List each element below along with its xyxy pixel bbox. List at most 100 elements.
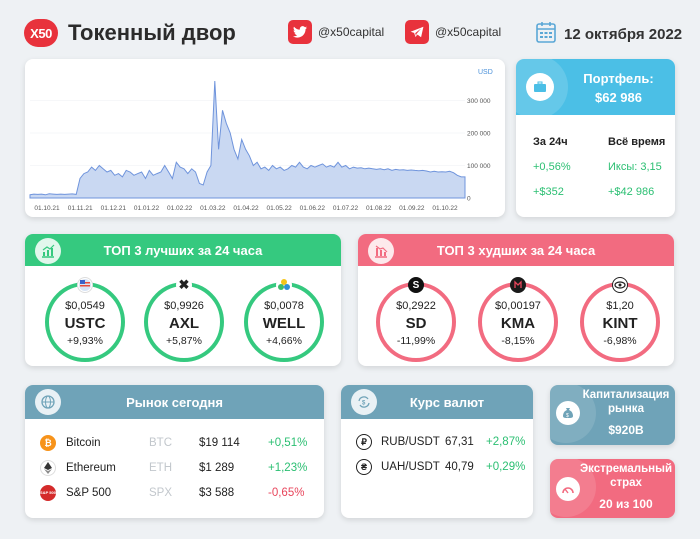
market-row-price: $1 289: [199, 462, 235, 474]
fx-card: $ Курс валют ₽ RUB/USDT 67,31 +2,87% ₴ U…: [341, 385, 533, 518]
hryvnia-icon: ₴: [356, 459, 372, 475]
gainer-2-ticker: AXL: [169, 314, 199, 332]
briefcase-icon: [526, 73, 554, 101]
top-gainers-title: ТОП 3 лучших за 24 часа: [103, 242, 263, 258]
loser-2-change: -8,15%: [501, 334, 535, 347]
loser-3[interactable]: $1,20 KINT -6,98%: [580, 282, 660, 362]
well-logo-icon: [276, 277, 292, 293]
gainer-1-price: $0,0549: [65, 299, 105, 312]
loser-3-change: -6,98%: [603, 334, 637, 347]
chart-area-series: [29, 80, 466, 199]
loser-1-price: $0,2922: [396, 299, 436, 312]
market-row-name: Bitcoin: [66, 437, 101, 449]
chart-y-tick: 200 000: [467, 131, 491, 138]
portfolio-title: Портфель:: [583, 71, 654, 86]
loser-1-ticker: SD: [405, 314, 427, 332]
fx-row-rate: 40,79: [445, 461, 474, 473]
market-row-ticker: BTC: [149, 437, 172, 449]
telegram-handle: @x50capital: [435, 25, 502, 39]
fx-title: Курс валют: [409, 394, 485, 410]
telegram-link[interactable]: @x50capital: [405, 20, 501, 44]
fx-row-uah[interactable]: ₴ UAH/USDT 40,79 +0,29%: [341, 457, 533, 477]
sd-logo-icon: S: [408, 277, 424, 293]
loser-3-price: $1,20: [606, 299, 634, 312]
twitter-link[interactable]: @x50capital: [288, 20, 384, 44]
gainer-1-change: +9,93%: [67, 334, 103, 347]
loser-3-ticker: KINT: [602, 314, 638, 332]
fx-row-rate: 67,31: [445, 436, 474, 448]
market-header: Рынок сегодня: [25, 385, 324, 419]
chart-x-tick: 01.10.21: [34, 205, 60, 212]
portfolio-chart: USD 300 000 200 000 100 000 0 01.10.21 01.11…: [29, 69, 493, 212]
date-block: 12 октября 2022: [536, 21, 682, 48]
gainer-1[interactable]: $0,0549 USTC +9,93%: [45, 282, 125, 362]
gainer-3-price: $0,0078: [264, 299, 304, 312]
market-row-ethereum[interactable]: Ethereum ETH $1 289 +1,23%: [25, 458, 324, 478]
brand-logo: X50: [24, 19, 58, 47]
top-gainers-card: ТОП 3 лучших за 24 часа $0,0549 USTC +9,…: [25, 234, 341, 366]
col-24h-header: За 24ч: [533, 136, 568, 148]
fx-row-pair: UAH/USDT: [381, 461, 440, 473]
top-gainers-header: ТОП 3 лучших за 24 часа: [25, 234, 341, 266]
kint-logo-icon: [612, 277, 628, 293]
sp500-logo-icon: S&P 500: [40, 485, 56, 501]
fx-row-rub[interactable]: ₽ RUB/USDT 67,31 +2,87%: [341, 432, 533, 452]
top-losers-card: ТОП 3 худших за 24 часа $0,2922 SD -11,9…: [358, 234, 674, 366]
loser-1[interactable]: $0,2922 SD -11,99%: [376, 282, 456, 362]
loser-2[interactable]: $0,00197 KMA -8,15%: [478, 282, 558, 362]
money-bag-icon: $: [556, 401, 580, 425]
loser-1-change: -11,99%: [396, 334, 436, 347]
page-title: Токенный двор: [68, 20, 236, 45]
loser-2-price: $0,00197: [495, 299, 541, 312]
fx-row-change: +0,29%: [486, 461, 526, 473]
market-row-price: $19 114: [199, 437, 240, 449]
chart-x-tick: 01.08.22: [366, 205, 392, 212]
chart-up-icon: [35, 238, 61, 264]
chart-x-tick: 01.03.22: [200, 205, 226, 212]
portfolio-card: Портфель: $62 986 За 24ч Всё время +0,56…: [516, 59, 675, 217]
portfolio-chart-card: USD 300 000 200 000 100 000 0 01.10.21 01.11…: [25, 59, 505, 217]
ustc-logo-icon: [77, 277, 93, 293]
market-row-ticker: ETH: [149, 462, 172, 474]
fx-header: $ Курс валют: [341, 385, 533, 419]
portfolio-value: $62 986: [595, 90, 642, 105]
ethereum-icon: [40, 460, 56, 476]
gainer-1-ticker: USTC: [64, 314, 106, 332]
gainer-2-change: +5,87%: [166, 334, 202, 347]
market-cap-card: $ Капитализация рынка $920B: [550, 385, 675, 445]
market-row-sp500[interactable]: S&P 500 S&P 500 SPX $3 588 -0,65%: [25, 483, 324, 503]
report-date: 12 октября 2022: [564, 26, 683, 43]
gainer-2-price: $0,9926: [164, 299, 204, 312]
ruble-icon: ₽: [356, 434, 372, 450]
col-alltime-header: Всё время: [608, 136, 666, 148]
market-cap-title: Капитализация рынка: [582, 389, 670, 415]
chart-y-tick: 100 000: [467, 163, 491, 170]
gainer-2[interactable]: $0,9926 AXL +5,87%: [144, 282, 224, 362]
market-title: Рынок сегодня: [126, 394, 223, 410]
market-row-change: +0,51%: [268, 437, 308, 449]
chart-x-tick: 01.12.21: [101, 205, 127, 212]
globe-icon: [35, 389, 61, 415]
svg-text:$: $: [362, 401, 366, 407]
twitter-handle: @x50capital: [318, 25, 385, 39]
market-row-bitcoin[interactable]: ₿ Bitcoin BTC $19 114 +0,51%: [25, 433, 324, 453]
fear-greed-value: 20 из 100: [599, 497, 653, 511]
market-row-name: Ethereum: [66, 462, 116, 474]
day-percent: +0,56%: [533, 161, 571, 173]
portfolio-header: Портфель: $62 986: [516, 59, 675, 119]
gainer-3-change: +4,66%: [266, 334, 302, 347]
day-usd: +$352: [533, 186, 564, 198]
market-card: Рынок сегодня ₿ Bitcoin BTC $19 114 +0,5…: [25, 385, 324, 518]
chart-x-tick: 01.05.22: [267, 205, 293, 212]
chart-x-tick: 01.11.21: [68, 205, 93, 212]
chart-currency: USD: [478, 69, 493, 76]
gauge-icon: [556, 477, 580, 501]
alltime-usd: +$42 986: [608, 186, 655, 198]
market-cap-value: $920B: [608, 423, 644, 437]
chart-x-tick: 01.09.22: [399, 205, 425, 212]
svg-text:$: $: [566, 413, 569, 419]
chart-x-tick: 01.07.22: [333, 205, 359, 212]
fx-row-change: +2,87%: [486, 436, 526, 448]
gainer-3[interactable]: $0,0078 WELL +4,66%: [244, 282, 324, 362]
market-row-change: +1,23%: [268, 462, 308, 474]
